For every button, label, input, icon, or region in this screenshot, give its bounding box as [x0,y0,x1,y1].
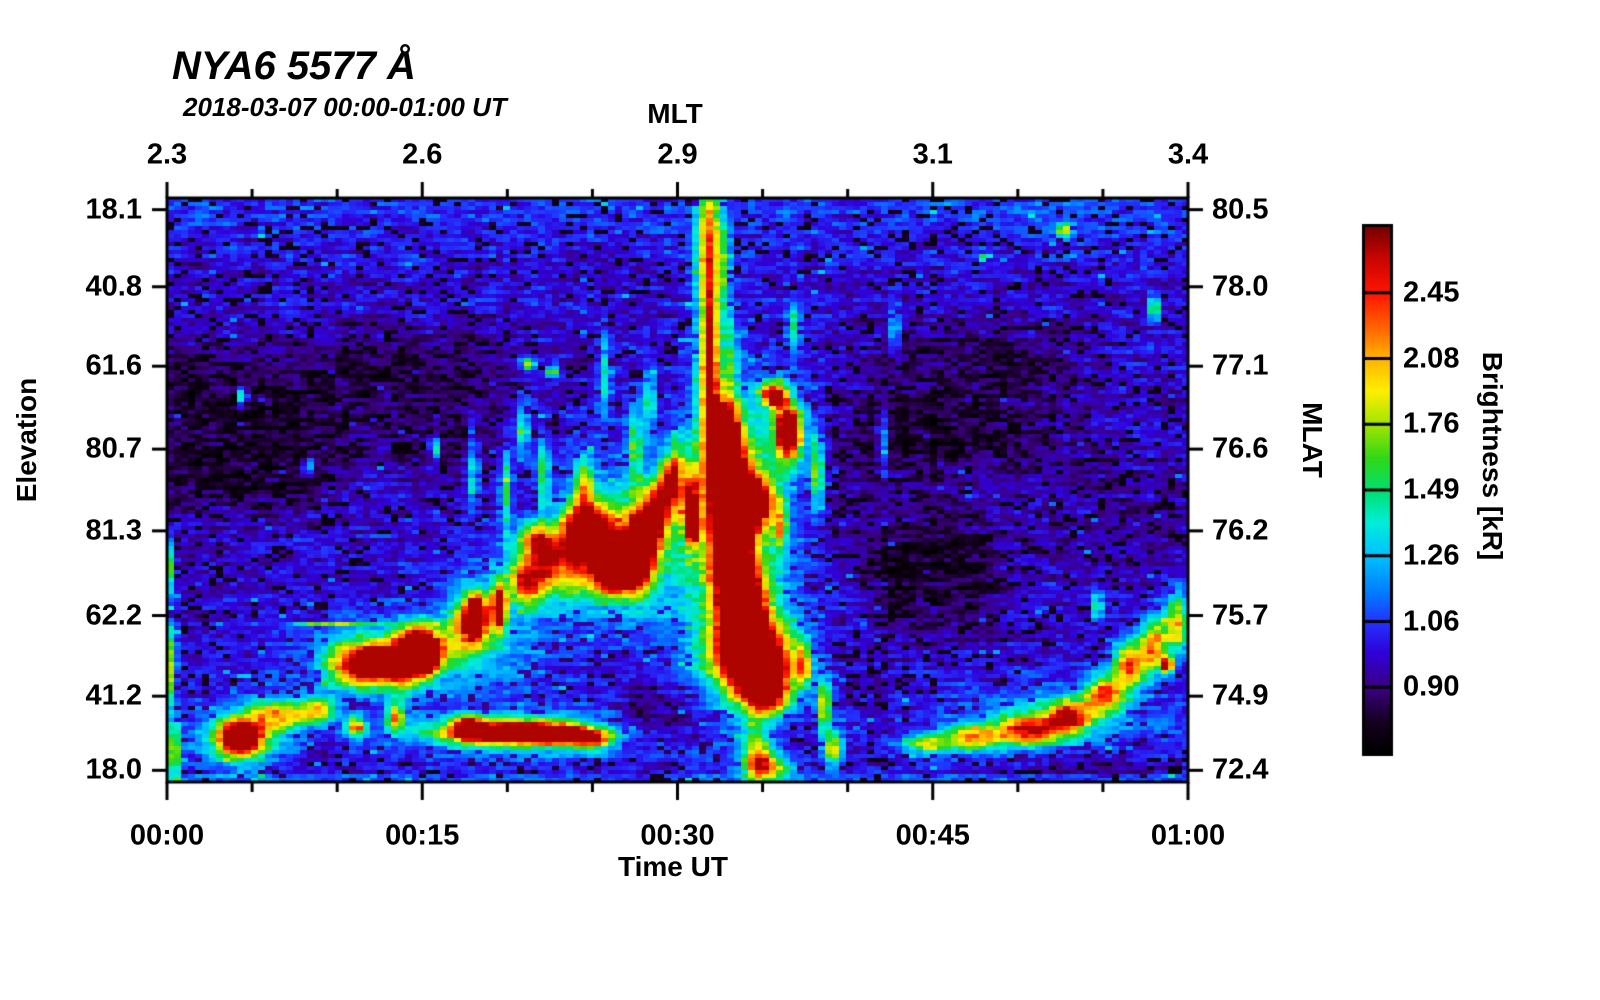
top-axis-label: MLT [647,98,703,129]
tick-label: 01:00 [1150,819,1226,852]
tick-label: 41.2 [85,679,142,712]
tick-label: 62.2 [85,599,142,632]
tick-label: 72.4 [1212,753,1269,786]
tick-label: 78.0 [1212,270,1269,303]
tick-label: 00:45 [895,819,970,852]
tick-label: 00:15 [385,819,460,852]
plot-title: NYA6 5577 Å [172,44,416,88]
tick-label: 74.9 [1212,679,1269,712]
tick-label: 80.5 [1212,193,1269,226]
tick-label: 1.06 [1403,605,1460,637]
plot-subtitle: 2018-03-07 00:00-01:00 UT [183,92,507,122]
tick-label: 00:00 [129,819,205,852]
right-axis-label: MLAT [1297,402,1328,478]
colorbar-label: Brightness [kR] [1477,351,1508,561]
tick-label: 76.6 [1212,432,1269,465]
tick-label: 18.1 [85,193,142,226]
tick-label: 3.4 [1167,138,1209,171]
tick-label: 40.8 [85,270,142,303]
tick-label: 80.7 [85,432,142,465]
tick-label: 18.0 [85,753,142,786]
tick-label: 1.76 [1403,407,1460,440]
tick-label: 61.6 [85,349,142,382]
tick-label: 81.3 [85,514,142,547]
bottom-axis-label: Time UT [618,851,728,882]
tick-label: 2.6 [402,138,443,171]
tick-label: 00:30 [640,819,715,852]
tick-label: 2.08 [1403,342,1460,374]
tick-label: 1.26 [1403,539,1460,572]
tick-label: 77.1 [1212,349,1269,382]
tick-label: 3.1 [912,138,953,171]
tick-label: 76.2 [1212,514,1269,547]
plot-area [167,198,1188,782]
tick-label: 1.49 [1403,473,1460,506]
tick-label: 0.90 [1403,670,1460,703]
tick-label: 2.9 [657,138,698,171]
tick-label: 2.3 [146,138,188,171]
tick-label: 75.7 [1212,599,1269,632]
tick-label: 2.45 [1403,276,1460,309]
